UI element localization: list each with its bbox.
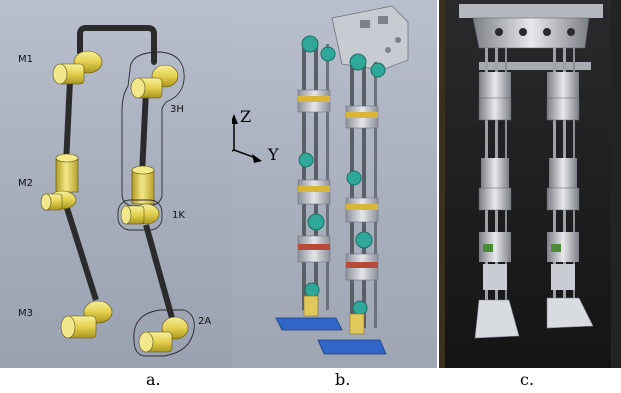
caption-a: a. <box>146 370 161 389</box>
knee-1k-actuator <box>120 165 160 225</box>
right-shank-tube <box>143 224 175 319</box>
label-m3: M3 <box>18 308 33 319</box>
panel-b-cad-render: ZXY <box>232 0 437 368</box>
top-mounting-bracket <box>331 5 409 71</box>
render-right-leg <box>317 53 387 355</box>
knee-1k-outline <box>117 199 163 231</box>
axis-label-z: Z <box>240 107 251 126</box>
hip-3h-actuator <box>130 64 179 99</box>
robot-photo-drawing <box>439 0 621 368</box>
panel-c-robot-photo <box>439 0 621 368</box>
photo-right-leg <box>546 48 594 329</box>
left-foot-plate <box>275 317 343 331</box>
m3-actuator <box>60 300 113 339</box>
right-foot-plate <box>317 339 387 355</box>
m2-actuator <box>40 153 79 211</box>
label-hip-3h: 3H <box>170 104 184 115</box>
leg-schematic-drawing: M1 M2 M3 3H 1K 2A <box>18 25 211 357</box>
ankle-2a-actuator <box>138 316 189 353</box>
label-ankle-2a: 2A <box>198 316 211 327</box>
label-knee-1k: 1K <box>172 210 185 221</box>
caption-b: b. <box>335 370 351 389</box>
label-m2: M2 <box>18 178 33 189</box>
m1-actuator <box>52 50 103 85</box>
caption-c: c. <box>520 370 535 389</box>
axis-label-y: Y <box>267 145 279 164</box>
panel-a-cad-schematic: M1 M2 M3 3H 1K 2A <box>0 0 232 368</box>
hip-3h-outline <box>121 51 185 207</box>
left-thigh-tube <box>63 79 73 166</box>
render-left-leg <box>275 35 343 331</box>
axis-triad <box>232 114 262 163</box>
robot-render-drawing: ZXY <box>232 5 409 355</box>
label-m1: M1 <box>18 54 33 65</box>
left-shank-tube <box>63 204 99 301</box>
hip-connecting-tube <box>77 25 157 65</box>
photo-left-leg <box>474 48 520 339</box>
ankle-2a-outline <box>133 309 195 357</box>
right-thigh-tube <box>139 89 149 176</box>
photo-top-frame <box>459 4 603 70</box>
